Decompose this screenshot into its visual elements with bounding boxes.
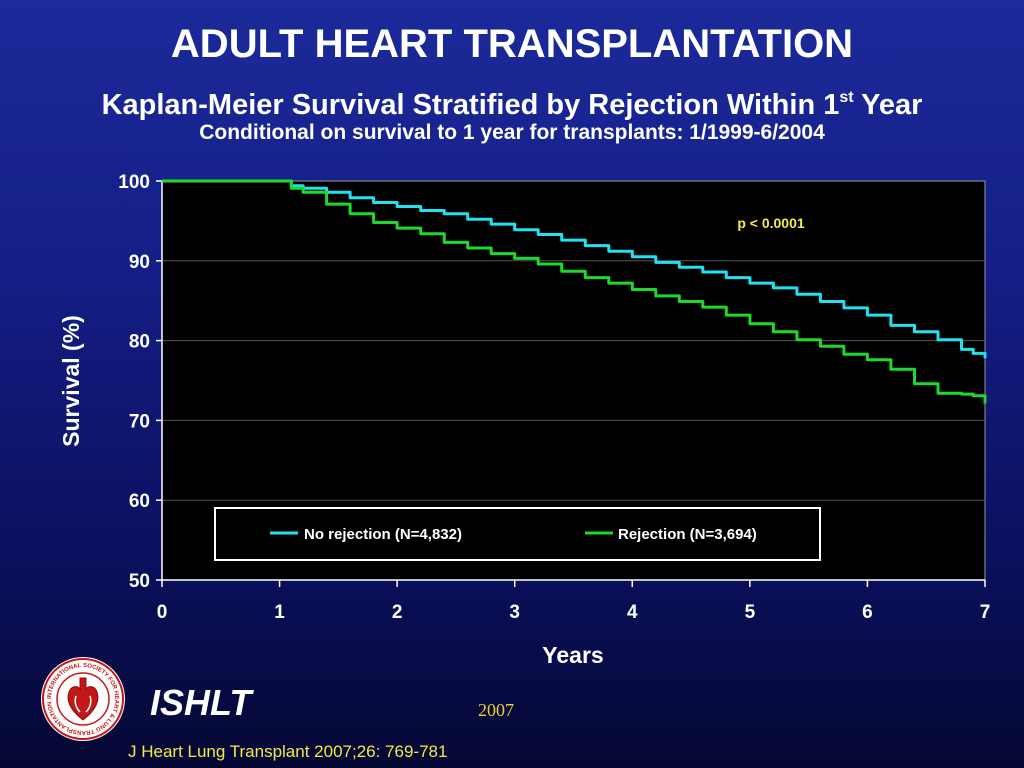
slide-subtitle-secondary: Conditional on survival to 1 year for tr…: [199, 121, 825, 144]
x-tick-label: 3: [509, 602, 520, 623]
footer-year: 2007: [478, 700, 514, 720]
y-tick-label: 100: [118, 172, 150, 193]
subtitle-text-end: Year: [853, 89, 923, 121]
y-tick-label: 60: [129, 491, 150, 512]
subtitle-text: Kaplan-Meier Survival Stratified by Reje…: [101, 89, 840, 121]
x-tick-label: 5: [745, 602, 756, 623]
y-axis-label: Survival (%): [58, 315, 84, 447]
p-value-annotation: p < 0.0001: [737, 215, 805, 231]
y-tick-label: 50: [129, 571, 150, 592]
y-tick-label: 90: [129, 252, 150, 273]
legend-label: No rejection (N=4,832): [304, 526, 462, 543]
footer-org: ISHLT: [150, 682, 252, 723]
footer-citation: J Heart Lung Transplant 2007;26: 769-781: [128, 742, 448, 761]
x-tick-label: 7: [980, 602, 991, 623]
slide-subtitle: Kaplan-Meier Survival Stratified by Reje…: [0, 80, 1024, 123]
ishlt-logo: INTERNATIONAL SOCIETY FOR HEART & LUNG T…: [41, 657, 125, 741]
x-tick-label: 2: [392, 602, 403, 623]
x-tick-label: 4: [627, 602, 638, 623]
x-axis-label: Years: [542, 642, 603, 668]
series-line-rejection: [162, 179, 987, 404]
subtitle-superscript: st: [839, 89, 854, 106]
slide-title: ADULT HEART TRANSPLANTATION: [170, 22, 854, 66]
y-tick-label: 70: [129, 411, 150, 432]
legend-box: [214, 507, 821, 561]
x-tick-label: 0: [157, 602, 168, 623]
x-tick-label: 1: [274, 602, 285, 623]
series-line-no-rejection: [162, 179, 987, 359]
y-tick-label: 80: [129, 332, 150, 353]
x-tick-label: 6: [862, 602, 873, 623]
legend-label: Rejection (N=3,694): [618, 526, 757, 543]
